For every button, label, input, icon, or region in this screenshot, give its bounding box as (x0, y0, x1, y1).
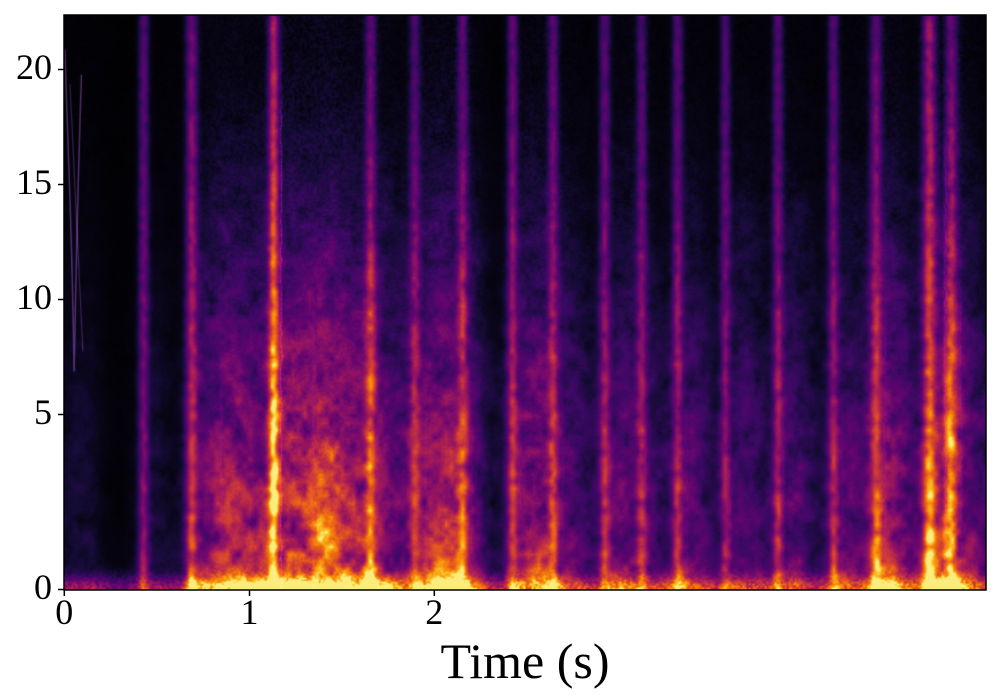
svg-text:5: 5 (34, 392, 52, 432)
svg-text:1: 1 (241, 592, 259, 632)
svg-text:15: 15 (16, 162, 52, 202)
svg-text:20: 20 (16, 47, 52, 87)
svg-text:0: 0 (34, 567, 52, 607)
svg-text:2: 2 (425, 592, 443, 632)
svg-text:Time (s): Time (s) (440, 633, 609, 689)
svg-text:0: 0 (55, 592, 73, 632)
svg-text:10: 10 (16, 277, 52, 317)
